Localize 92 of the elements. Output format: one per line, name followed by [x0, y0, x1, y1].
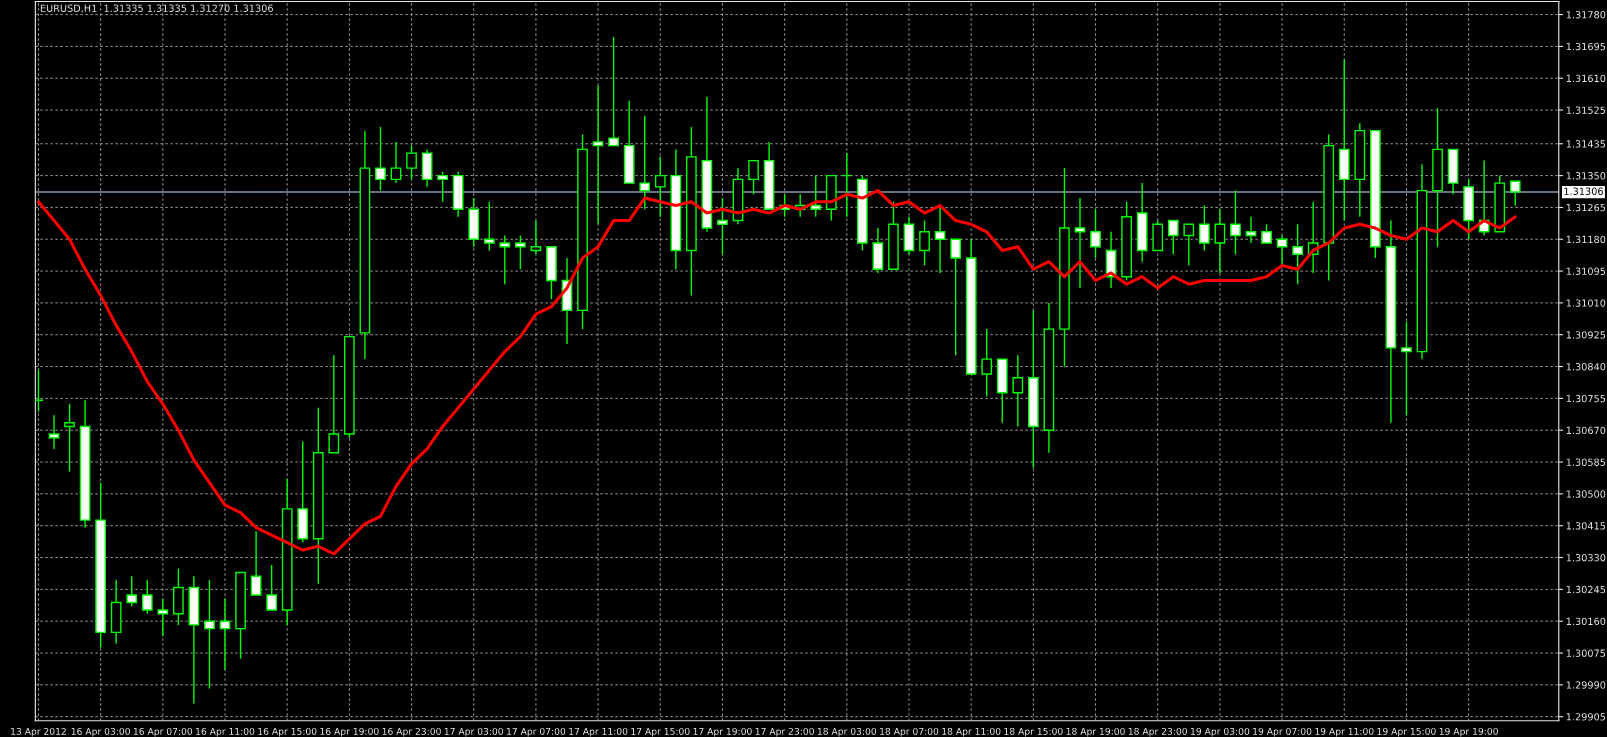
x-tick-label: 16 Apr 07:00: [133, 727, 193, 737]
y-tick-label: 1.30840: [1566, 363, 1606, 371]
candlestick: [437, 171, 448, 203]
candlestick: [250, 530, 262, 596]
candlestick: [1183, 223, 1195, 267]
y-tick-label: 1.29990: [1566, 681, 1606, 689]
candlestick: [717, 197, 728, 255]
candlestick: [1167, 219, 1179, 255]
y-tick-label: 1.30160: [1566, 617, 1606, 626]
x-tick-label: 19 Apr 03:00: [1191, 727, 1250, 737]
x-tick-label: 19 Apr 15:00: [1377, 727, 1436, 737]
x-tick-label: 16 Apr 15:00: [258, 727, 317, 737]
x-tick-label: 16 Apr 19:00: [320, 727, 379, 737]
candlestick: [608, 36, 619, 147]
y-tick-label: 1.30075: [1566, 649, 1606, 657]
y-tick-label: 1.31610: [1566, 74, 1606, 83]
x-tick-label: 17 Apr 19:00: [693, 727, 752, 737]
candlestick: [1509, 180, 1521, 207]
x-tick-label: 18 Apr 03:00: [817, 727, 877, 737]
candlestick: [1292, 223, 1303, 285]
y-tick-label: 1.30585: [1566, 458, 1606, 466]
candlestick: [748, 159, 759, 196]
candlestick: [1230, 189, 1241, 255]
candlestick: [141, 579, 153, 615]
candlestick: [1214, 208, 1226, 274]
y-tick-label: 1.30330: [1566, 554, 1606, 562]
x-tick-label: 16 Apr 03:00: [71, 727, 130, 737]
x-tick-label: 19 Apr 19:00: [1439, 727, 1498, 737]
x-tick-label: 17 Apr 11:00: [569, 727, 628, 737]
candlestick: [1090, 208, 1101, 259]
x-tick-label: 18 Apr 11:00: [942, 727, 1001, 737]
x-tick-label: 18 Apr 07:00: [880, 727, 939, 737]
y-tick-label: 1.31350: [1566, 172, 1606, 180]
x-tick-label: 13 Apr 2012: [11, 727, 66, 737]
candlestick: [1245, 216, 1257, 244]
candlestick: [654, 156, 666, 218]
chart-title: EURUSD,H1 1.31335 1.31335 1.31270 1.31306: [40, 4, 273, 13]
y-tick-label: 1.31010: [1566, 299, 1606, 307]
y-tick-label: 1.31435: [1566, 140, 1606, 148]
candlestick: [48, 414, 60, 450]
y-tick-label: 1.31180: [1566, 235, 1606, 244]
y-tick-label: 1.30925: [1566, 331, 1606, 339]
y-tick-label: 1.31095: [1566, 267, 1606, 275]
x-tick-label: 17 Apr 23:00: [755, 727, 814, 737]
candlestick: [1198, 204, 1210, 252]
candlestick: [406, 144, 417, 181]
candlestick: [1401, 320, 1412, 416]
candlestick: [1261, 223, 1272, 244]
x-tick-label: 19 Apr 07:00: [1253, 727, 1312, 737]
candlestick: [841, 152, 853, 218]
candlestick: [950, 238, 961, 357]
y-tick-label: 1.31780: [1566, 11, 1606, 19]
candlestick: [515, 234, 526, 270]
candlestick: [157, 598, 169, 637]
candlestick: [639, 114, 651, 210]
y-tick-label: 1.31265: [1566, 203, 1606, 212]
x-tick-label: 18 Apr 19:00: [1066, 727, 1125, 737]
candlestick: [126, 575, 138, 607]
ref-line-label: 1.31306: [1564, 187, 1603, 195]
y-tick-label: 1.31525: [1566, 106, 1606, 114]
candlestick: [592, 85, 604, 225]
candlestick: [390, 141, 402, 184]
candlestick: [499, 234, 511, 285]
line-series: [36, 189, 1517, 556]
candlestick: [1074, 197, 1086, 289]
candlestick: [981, 328, 993, 398]
y-tick-label: 1.30245: [1566, 585, 1606, 594]
y-tick-label: 1.30500: [1566, 490, 1606, 498]
candlestick: [530, 219, 542, 255]
candlestick: [64, 403, 75, 473]
candlestick: [219, 598, 231, 671]
y-tick-label: 1.31695: [1566, 42, 1606, 51]
x-tick-label: 18 Apr 15:00: [1004, 727, 1063, 737]
candlestick: [919, 219, 930, 267]
x-tick-label: 17 Apr 07:00: [507, 727, 566, 737]
y-tick-label: 1.30415: [1566, 522, 1606, 530]
candlestick: [266, 564, 278, 611]
y-tick-label: 1.29905: [1566, 713, 1606, 721]
x-tick-label: 19 Apr 11:00: [1315, 727, 1374, 737]
x-tick-label: 16 Apr 23:00: [382, 727, 441, 737]
candlestick: [204, 579, 215, 690]
candlestick: [1012, 354, 1024, 428]
y-tick-label: 1.30755: [1566, 394, 1606, 403]
x-tick-label: 17 Apr 15:00: [631, 727, 690, 737]
candlestick: [810, 174, 822, 218]
y-tick-label: 1.30670: [1566, 426, 1606, 435]
candlestick: [328, 354, 340, 454]
candlestick: [483, 201, 495, 252]
candlestick: [375, 126, 386, 192]
x-tick-label: 17 Apr 03:00: [444, 727, 504, 737]
x-tick-label: 18 Apr 23:00: [1128, 727, 1187, 737]
x-tick-label: 16 Apr 11:00: [196, 727, 255, 737]
